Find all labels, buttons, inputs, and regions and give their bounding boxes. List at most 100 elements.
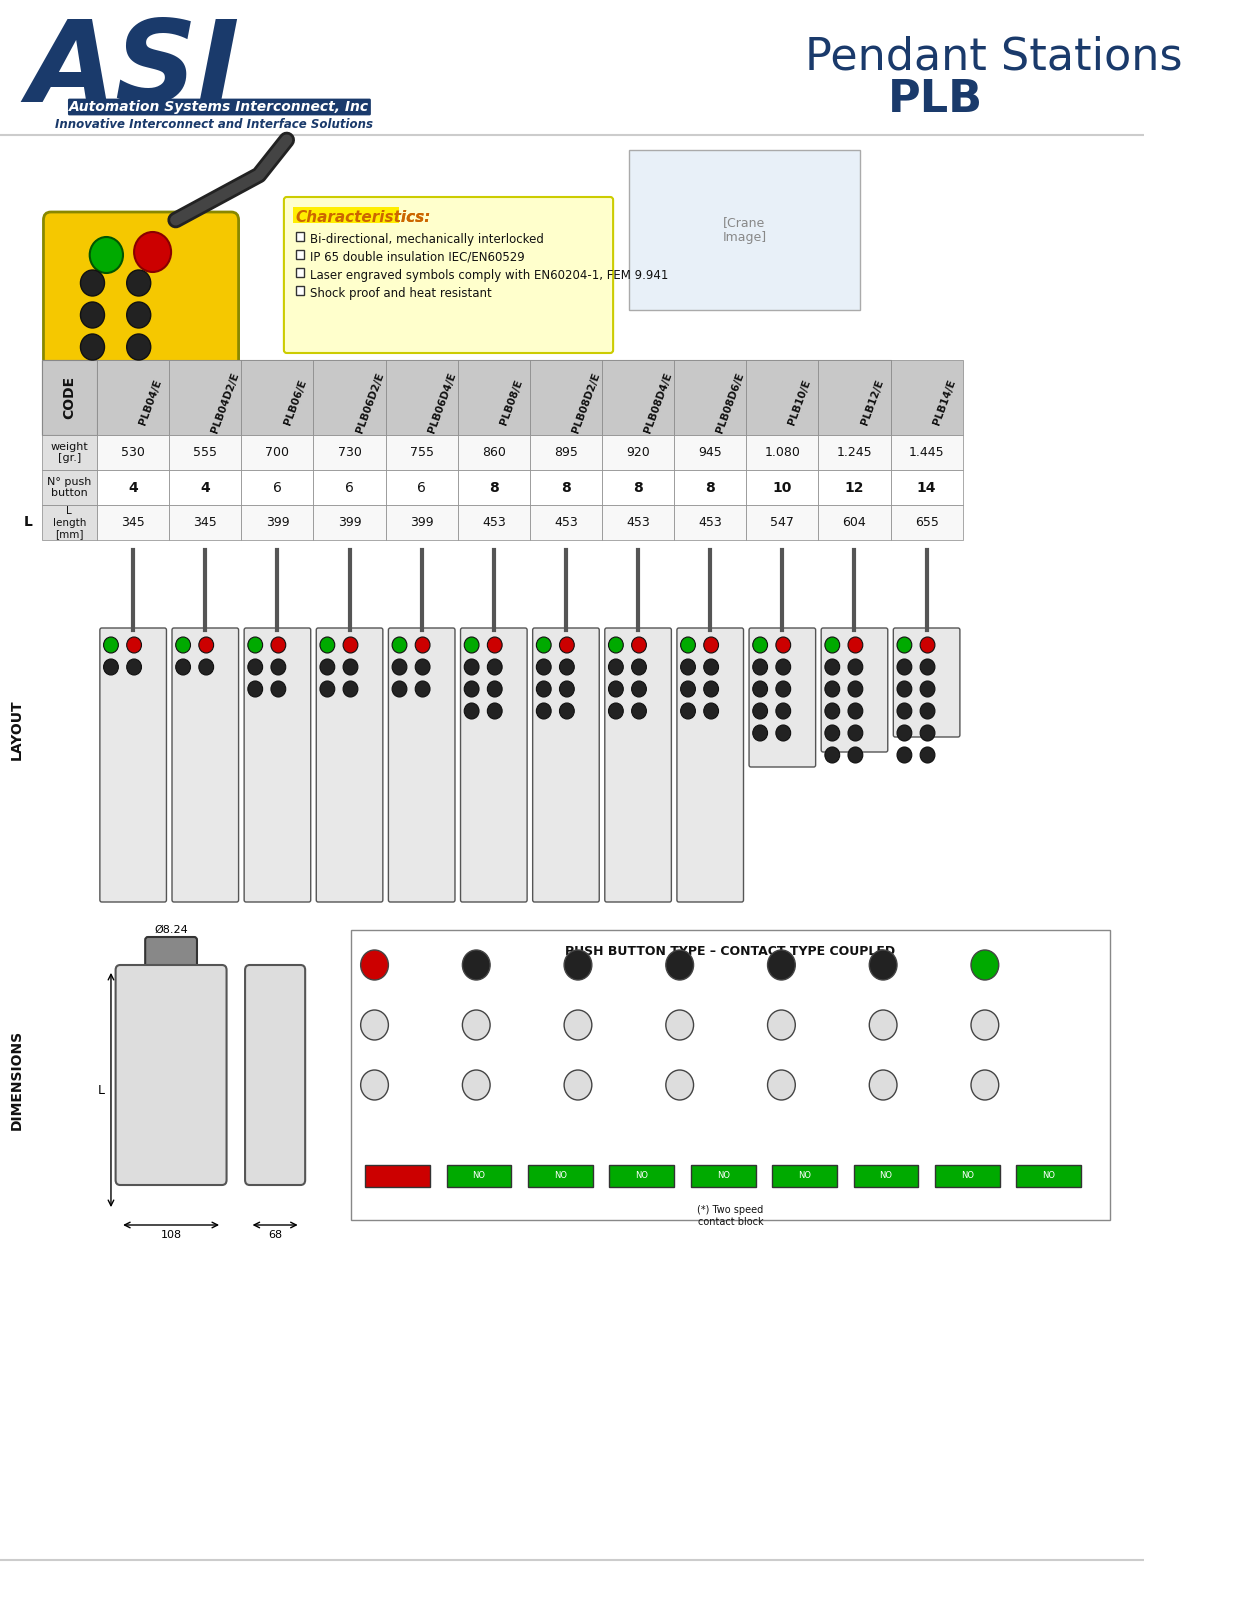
Bar <box>386 360 458 435</box>
Text: 730: 730 <box>338 446 361 459</box>
Bar <box>772 1165 837 1187</box>
Text: 555: 555 <box>193 446 218 459</box>
Text: PLB08D6/E: PLB08D6/E <box>715 371 746 434</box>
Circle shape <box>632 659 647 675</box>
Circle shape <box>80 302 104 328</box>
Circle shape <box>609 682 623 698</box>
Text: 453: 453 <box>482 515 506 530</box>
Text: L: L <box>24 515 32 530</box>
Text: 4: 4 <box>200 480 210 494</box>
Bar <box>313 506 386 541</box>
Text: 399: 399 <box>338 515 361 530</box>
Text: 6: 6 <box>345 480 354 494</box>
Bar <box>351 930 1110 1219</box>
FancyBboxPatch shape <box>43 211 239 368</box>
Bar <box>529 470 602 506</box>
Text: PUSH BUTTON TYPE – CONTACT TYPE COUPLED: PUSH BUTTON TYPE – CONTACT TYPE COUPLED <box>565 946 896 958</box>
Circle shape <box>564 1010 591 1040</box>
Bar <box>628 150 860 310</box>
Bar <box>365 1165 430 1187</box>
Circle shape <box>487 659 502 675</box>
Bar <box>891 435 962 470</box>
Circle shape <box>609 637 623 653</box>
Circle shape <box>537 637 552 653</box>
Circle shape <box>971 1010 998 1040</box>
Text: CODE: CODE <box>62 376 77 419</box>
Circle shape <box>176 659 190 675</box>
Circle shape <box>666 950 694 979</box>
Text: PLB10/E: PLB10/E <box>787 379 813 427</box>
Circle shape <box>126 659 141 675</box>
Circle shape <box>537 659 552 675</box>
Bar <box>529 360 602 435</box>
Text: 68: 68 <box>268 1230 282 1240</box>
FancyBboxPatch shape <box>145 938 197 973</box>
Bar <box>241 435 313 470</box>
Text: NO: NO <box>473 1171 486 1181</box>
Circle shape <box>564 1070 591 1101</box>
Circle shape <box>464 702 479 718</box>
FancyBboxPatch shape <box>172 627 239 902</box>
Circle shape <box>971 1070 998 1101</box>
Circle shape <box>920 702 935 718</box>
Text: NO: NO <box>880 1171 892 1181</box>
Text: PLB08/E: PLB08/E <box>499 379 524 427</box>
Bar <box>529 506 602 541</box>
Circle shape <box>753 637 767 653</box>
Bar <box>819 470 891 506</box>
Bar <box>296 250 304 259</box>
Circle shape <box>897 747 912 763</box>
Circle shape <box>825 747 840 763</box>
Bar <box>241 470 313 506</box>
Circle shape <box>767 1070 795 1101</box>
Circle shape <box>849 702 862 718</box>
Circle shape <box>897 637 912 653</box>
Circle shape <box>680 659 695 675</box>
Bar <box>296 286 304 294</box>
Circle shape <box>971 950 998 979</box>
Circle shape <box>464 659 479 675</box>
Bar <box>42 360 96 435</box>
Circle shape <box>463 950 490 979</box>
Circle shape <box>537 682 552 698</box>
Text: NO: NO <box>716 1171 730 1181</box>
Circle shape <box>849 659 862 675</box>
FancyBboxPatch shape <box>893 627 960 738</box>
Circle shape <box>271 637 286 653</box>
Bar <box>891 506 962 541</box>
Circle shape <box>776 702 790 718</box>
Circle shape <box>632 637 647 653</box>
Circle shape <box>464 637 479 653</box>
Circle shape <box>849 637 862 653</box>
Text: PLB08D4/E: PLB08D4/E <box>643 371 674 434</box>
Text: 6: 6 <box>273 480 282 494</box>
Text: L
length
[mm]: L length [mm] <box>53 506 87 539</box>
Text: Automation Systems Interconnect, Inc: Automation Systems Interconnect, Inc <box>69 99 370 114</box>
Text: NO: NO <box>1043 1171 1055 1181</box>
Text: 895: 895 <box>554 446 578 459</box>
Text: 6: 6 <box>417 480 426 494</box>
Circle shape <box>247 637 262 653</box>
Text: 345: 345 <box>121 515 145 530</box>
Bar <box>386 435 458 470</box>
Circle shape <box>704 659 719 675</box>
Text: L: L <box>98 1083 105 1096</box>
Text: 399: 399 <box>266 515 289 530</box>
Circle shape <box>126 270 151 296</box>
Circle shape <box>825 659 840 675</box>
Bar <box>96 360 169 435</box>
Text: PLB06D2/E: PLB06D2/E <box>354 371 385 434</box>
Text: NO: NO <box>798 1171 811 1181</box>
Circle shape <box>776 725 790 741</box>
Text: 755: 755 <box>409 446 434 459</box>
Bar <box>690 1165 756 1187</box>
Bar <box>819 435 891 470</box>
Circle shape <box>199 637 214 653</box>
Circle shape <box>920 725 935 741</box>
Text: 8: 8 <box>633 480 643 494</box>
Bar <box>313 470 386 506</box>
Text: [Crane
Image]: [Crane Image] <box>722 216 767 243</box>
Circle shape <box>343 659 357 675</box>
Circle shape <box>392 637 407 653</box>
Text: PLB06/E: PLB06/E <box>282 379 308 427</box>
